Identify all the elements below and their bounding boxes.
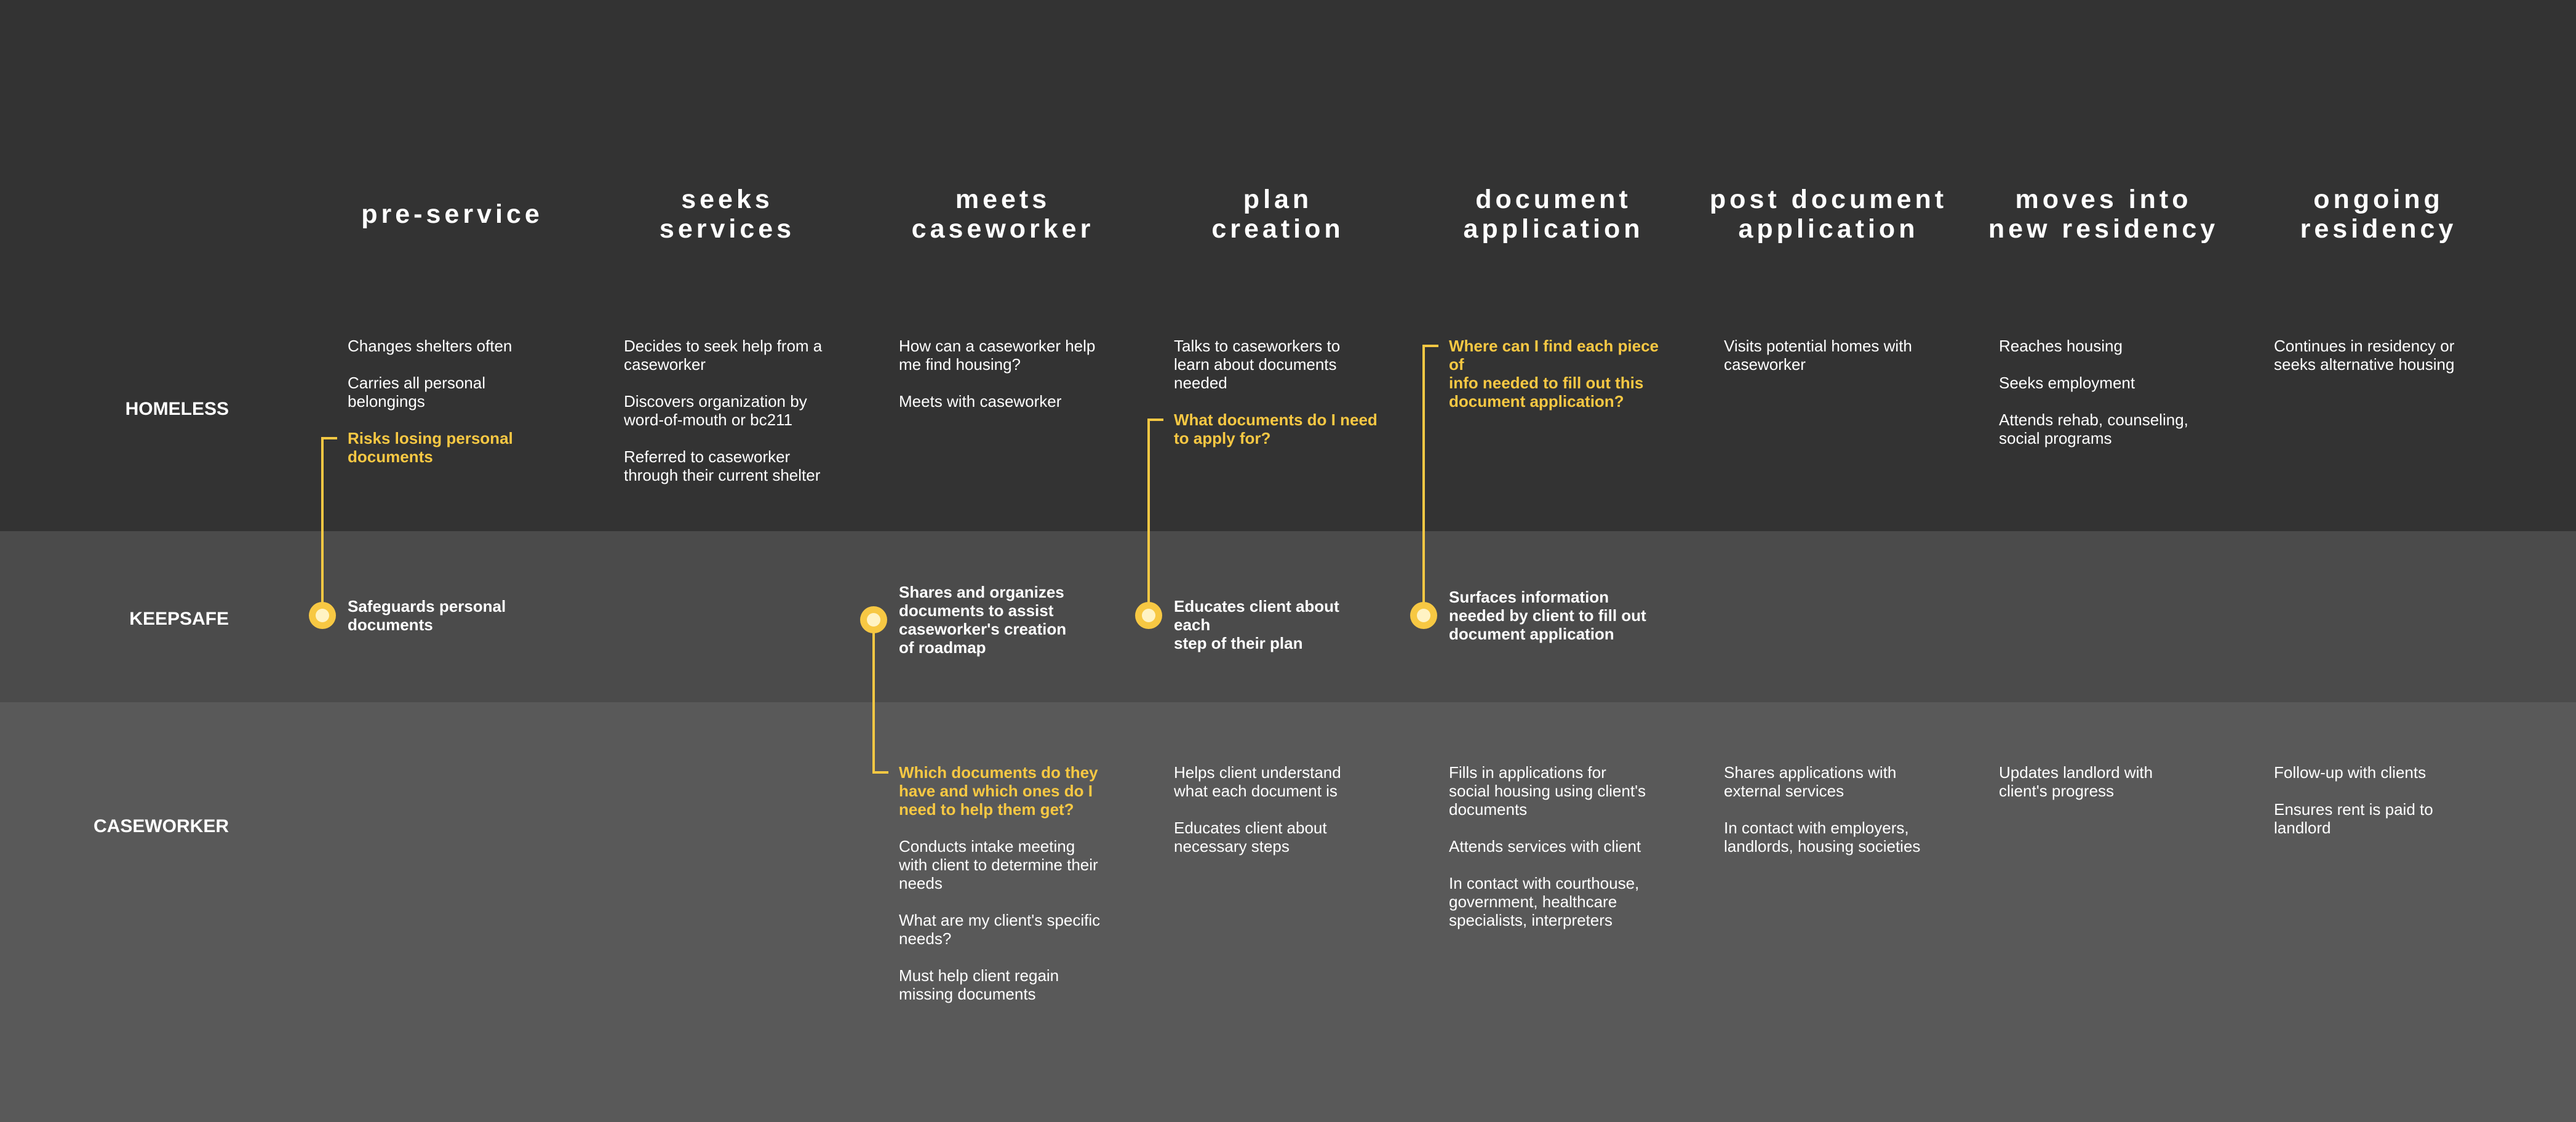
caseworker-note: Helps client understand what each docume… [1174, 763, 1341, 800]
caseworker-note: Updates landlord with client's progress [1999, 763, 2153, 800]
homeless-cell-2: How can a caseworker help me find housin… [899, 337, 1114, 429]
connector-line [1147, 419, 1163, 615]
homeless-note: Visits potential homes with caseworker [1724, 337, 1912, 374]
caseworker-note: In contact with courthouse, government, … [1449, 874, 1640, 929]
caseworker-cell-5: Shares applications with external servic… [1724, 763, 1939, 874]
lane-label-homeless: HOMELESS [125, 399, 229, 419]
homeless-note: Discovers organization by word-of-mouth … [624, 392, 807, 429]
homeless-cell-7: Continues in residency or seeks alternat… [2274, 337, 2489, 392]
lane-label-keepsafe: KEEPSAFE [129, 609, 229, 629]
caseworker-note: Educates client about necessary steps [1174, 819, 1327, 856]
caseworker-cell-6: Updates landlord with client's progress [1999, 763, 2214, 819]
stage-header-2: meets caseworker [911, 185, 1095, 244]
stage-header-5: post document application [1709, 185, 1948, 244]
caseworker-note: Attends services with client [1449, 837, 1641, 856]
touchpoint-node-center [316, 609, 329, 622]
caseworker-note: Fills in applications for social housing… [1449, 763, 1646, 819]
homeless-cell-3: Talks to caseworkers to learn about docu… [1174, 337, 1389, 466]
homeless-note: Changes shelters often [348, 337, 512, 355]
stage-header-7: ongoing residency [2300, 185, 2457, 244]
stage-header-1: seeks services [659, 185, 796, 244]
homeless-cell-1: Decides to seek help from a caseworker Di… [624, 337, 839, 503]
touchpoint-node-center [1142, 609, 1155, 622]
caseworker-note: In contact with employers, landlords, ho… [1724, 819, 1921, 856]
lane-label-caseworker: CASEWORKER [93, 816, 229, 836]
keepsafe-note: Educates client about each step of their… [1174, 597, 1339, 652]
touchpoint-node-center [867, 613, 880, 627]
homeless-note: Risks losing personal documents [348, 429, 513, 466]
caseworker-note: Conducts intake meeting with client to d… [899, 837, 1098, 892]
connector-line [1422, 345, 1438, 615]
homeless-note: Talks to caseworkers to learn about docu… [1174, 337, 1341, 392]
keepsafe-note: Shares and organizes documents to assist… [899, 583, 1067, 657]
stage-header-6: moves into new residency [1988, 185, 2219, 244]
homeless-note: What documents do I need to apply for? [1174, 411, 1378, 447]
homeless-note: Referred to caseworker through their cur… [624, 447, 821, 484]
connector-line [321, 437, 337, 615]
caseworker-note: Ensures rent is paid to landlord [2274, 800, 2433, 837]
homeless-cell-5: Visits potential homes with caseworker [1724, 337, 1939, 392]
homeless-lane-band [0, 0, 2576, 531]
caseworker-note: Which documents do they have and which o… [899, 763, 1098, 819]
stage-header-4: document application [1463, 185, 1644, 244]
caseworker-cell-2: Which documents do they have and which o… [899, 763, 1114, 1022]
homeless-note: Meets with caseworker [899, 392, 1062, 411]
homeless-cell-4: Where can I find each piece of info need… [1449, 337, 1664, 429]
homeless-note: Attends rehab, counseling, social progra… [1999, 411, 2188, 447]
connector-line [872, 620, 888, 774]
homeless-note: Reaches housing [1999, 337, 2123, 355]
homeless-note: Where can I find each piece of info need… [1449, 337, 1659, 411]
homeless-cell-0: Changes shelters often Carries all person… [348, 337, 563, 484]
keepsafe-lane-band [0, 531, 2576, 702]
stage-header-3: plan creation [1211, 185, 1344, 244]
caseworker-note: Must help client regain missing document… [899, 966, 1059, 1003]
homeless-note: Continues in residency or seeks alternat… [2274, 337, 2455, 374]
keepsafe-note: Safeguards personal documents [348, 597, 506, 634]
caseworker-note: What are my client's specific needs? [899, 911, 1101, 948]
caseworker-note: Follow-up with clients [2274, 763, 2426, 782]
caseworker-cell-4: Fills in applications for social housing… [1449, 763, 1664, 948]
homeless-note: Carries all personal belongings [348, 374, 485, 411]
keepsafe-note: Surfaces information needed by client to… [1449, 588, 1646, 643]
caseworker-note: Shares applications with external servic… [1724, 763, 1897, 800]
stage-header-0: pre-service [361, 199, 543, 229]
touchpoint-node-center [1417, 609, 1430, 622]
homeless-cell-6: Reaches housing Seeks employment Attends r… [1999, 337, 2214, 466]
homeless-note: Decides to seek help from a caseworker [624, 337, 823, 374]
homeless-note: How can a caseworker help me find housin… [899, 337, 1096, 374]
caseworker-lane-band [0, 702, 2576, 1122]
homeless-note: Seeks employment [1999, 374, 2135, 392]
caseworker-cell-7: Follow-up with clients Ensures rent is pa… [2274, 763, 2489, 856]
caseworker-cell-3: Helps client understand what each docume… [1174, 763, 1389, 874]
